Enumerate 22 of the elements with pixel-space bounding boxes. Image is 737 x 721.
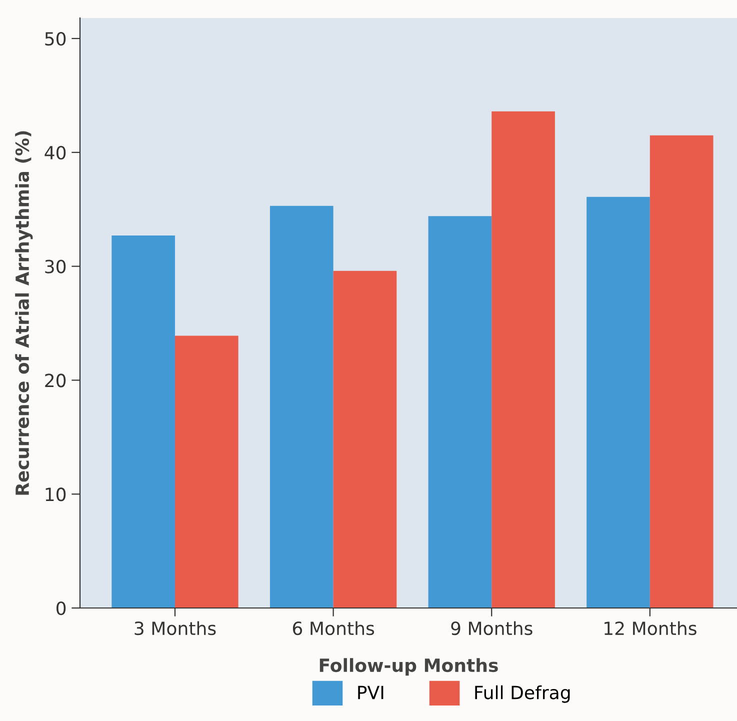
- y-tick-label: 20: [45, 374, 66, 388]
- y-axis-title: Recurrence of Atrial Arrhythmia (%): [15, 131, 33, 495]
- bar: [333, 270, 397, 608]
- legend-label: Full Defrag: [475, 685, 570, 703]
- legend-label: PVI: [358, 686, 384, 700]
- y-tick-label: 50: [45, 32, 66, 46]
- bar: [428, 216, 492, 608]
- y-tick-label: 30: [45, 260, 66, 274]
- x-tick-label: 3 Months: [134, 621, 216, 636]
- y-tick-label: 40: [44, 146, 66, 160]
- y-tick-label: 0: [56, 601, 66, 616]
- bar: [586, 196, 650, 608]
- bar: [650, 135, 714, 608]
- x-tick-label: 6 Months: [292, 621, 374, 636]
- bar: [270, 206, 334, 608]
- x-tick-label: 9 Months: [451, 621, 532, 636]
- bar: [112, 236, 175, 608]
- bar: [492, 111, 555, 608]
- x-tick-label: 12 Months: [604, 621, 696, 636]
- y-tick-label: 10: [46, 488, 66, 502]
- bar: [174, 336, 238, 608]
- x-axis-title: Follow-up Months: [320, 658, 498, 676]
